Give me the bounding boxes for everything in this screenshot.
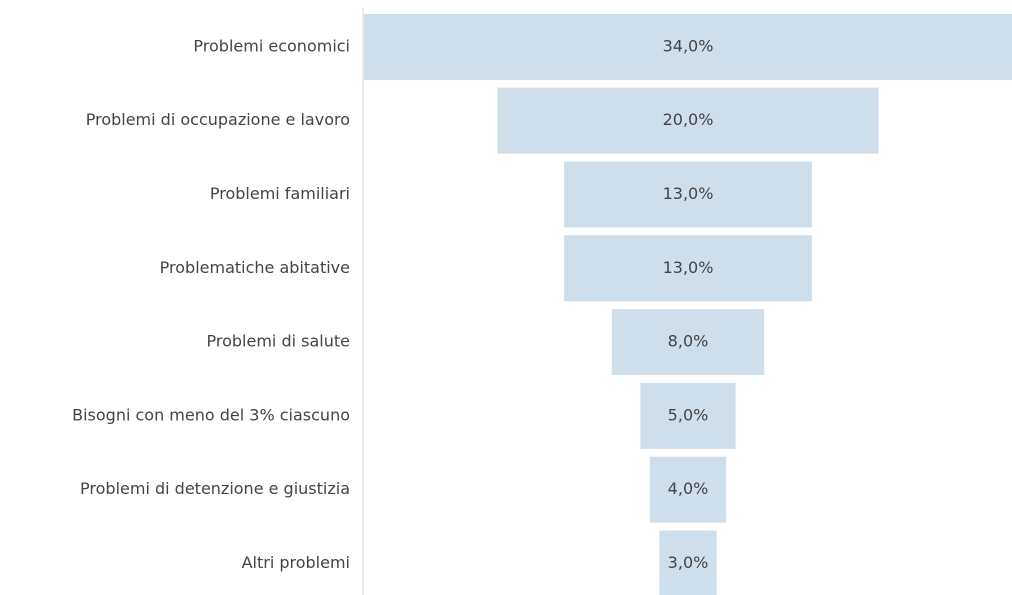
- value-label: 34,0%: [663, 36, 714, 55]
- category-label: Problemi economici: [193, 36, 350, 55]
- funnel-bar: [564, 161, 812, 228]
- value-label: 4,0%: [668, 479, 709, 498]
- category-label: Bisogni con meno del 3% ciascuno: [72, 405, 350, 424]
- category-label: Problemi di detenzione e giustizia: [80, 479, 350, 498]
- funnel-bar: [497, 87, 879, 154]
- category-label: Problemi familiari: [210, 184, 350, 203]
- value-label: 13,0%: [663, 258, 714, 277]
- funnel-bar: [364, 13, 1012, 80]
- funnel-bar: [649, 456, 727, 523]
- category-label: Problemi di salute: [207, 332, 350, 351]
- value-label: 20,0%: [663, 110, 714, 129]
- category-label: Problematiche abitative: [160, 258, 350, 277]
- value-label: 13,0%: [663, 184, 714, 203]
- category-label: Problemi di occupazione e lavoro: [86, 110, 350, 129]
- value-label: 8,0%: [668, 332, 709, 351]
- value-label: 5,0%: [668, 405, 709, 424]
- funnel-bar: [640, 382, 736, 449]
- funnel-bar: [611, 309, 765, 376]
- funnel-bar: [564, 235, 812, 302]
- category-label: Altri problemi: [242, 553, 350, 572]
- value-label: 3,0%: [668, 553, 709, 572]
- funnel-bar: [659, 530, 717, 595]
